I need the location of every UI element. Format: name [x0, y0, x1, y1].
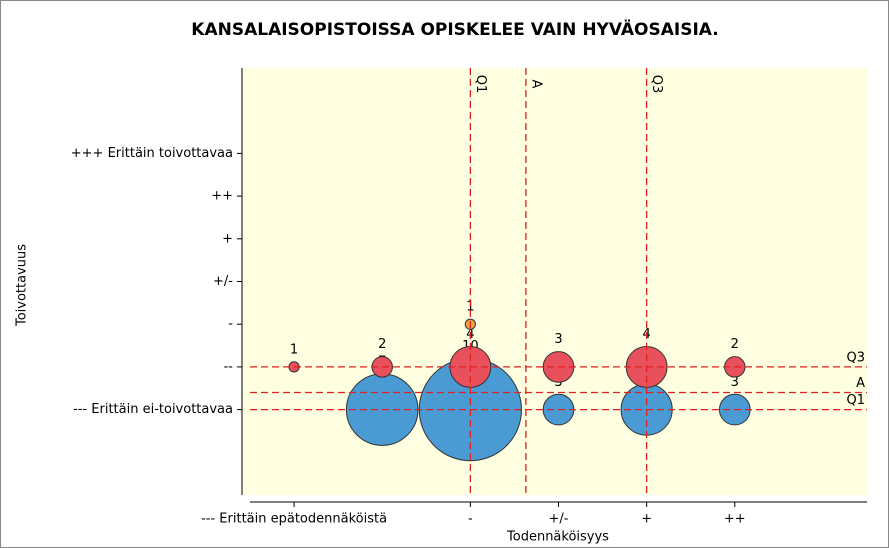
y-tick-label: ++: [211, 189, 233, 204]
x-tick-label: +: [641, 512, 652, 527]
y-tick-label: +: [222, 231, 233, 246]
bubble-label: 1: [290, 342, 298, 357]
plot-area: [242, 68, 867, 495]
y-tick-label: --: [224, 359, 234, 374]
y-axis-label: Toivottavuus: [15, 244, 30, 327]
bubble-label: 3: [554, 332, 562, 347]
y-tick-label: -: [228, 317, 233, 332]
y-tick-label: +++ Erittäin toivottavaa: [71, 146, 233, 161]
reference-label: Q1: [846, 393, 865, 408]
reference-label: Q1: [473, 75, 488, 94]
x-axis-label: Todennäköisyys: [506, 530, 609, 545]
y-tick-label: --- Erittäin ei-toivottavaa: [73, 402, 233, 417]
x-tick-label: --- Erittäin epätodennäköistä: [201, 512, 387, 527]
x-tick-label: -: [468, 512, 473, 527]
reference-label: Q3: [846, 350, 865, 365]
bubble-label: 2: [731, 337, 739, 352]
bubble-label: 3: [731, 375, 739, 390]
chart-title: KANSALAISOPISTOISSA OPISKELEE VAIN HYVÄO…: [191, 18, 718, 40]
bubble-label: 2: [378, 337, 386, 352]
y-tick-label: +/-: [213, 274, 233, 289]
reference-label: A: [528, 80, 543, 89]
bubble-label: 1: [466, 300, 474, 315]
reference-label: Q3: [649, 75, 664, 94]
x-tick-label: +/-: [549, 512, 569, 527]
reference-label: A: [856, 376, 865, 391]
x-tick-label: ++: [724, 512, 746, 527]
